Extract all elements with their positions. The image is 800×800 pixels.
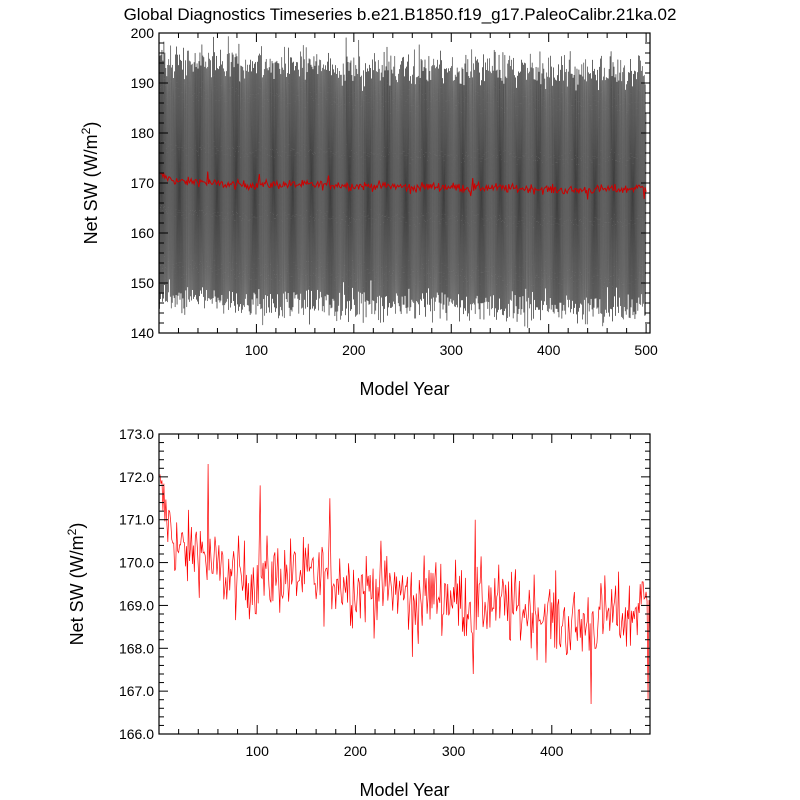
x-tick-label: 100: [245, 342, 269, 358]
y-tick-label: 170.0: [119, 555, 154, 571]
x-tick-label: 200: [342, 342, 366, 358]
y-tick-label: 190: [131, 75, 155, 91]
x-tick-label: 400: [537, 342, 561, 358]
series-annual-line: [159, 463, 650, 705]
y-tick-label: 168.0: [119, 640, 154, 656]
y-tick-label: 171.0: [119, 512, 154, 528]
y-tick-label: 160: [131, 225, 155, 241]
y-tick-label: 172.0: [119, 469, 154, 485]
panel-top: 100 200 300 400 500 140 150 160 170 180 190 200 Mode…: [79, 25, 658, 399]
x-tick-label: 300: [440, 342, 464, 358]
y-tick-label: 140: [131, 325, 155, 341]
y-axis-title: Net SW (W/m2): [79, 122, 101, 245]
y-tick-label: 200: [131, 25, 155, 41]
y-tick-label: 166.0: [119, 726, 154, 742]
y-tick-label: 150: [131, 275, 155, 291]
series-annual-mean-line: [159, 171, 647, 200]
plot-area-top: [159, 36, 647, 329]
y-tick-label: 170: [131, 175, 155, 191]
x-tick-label: 500: [634, 342, 658, 358]
plot-area-bottom: [159, 463, 650, 705]
x-axis-title: Model Year: [359, 780, 449, 800]
y-tick-label: 173.0: [119, 426, 154, 442]
y-axis-title-main: Net SW (W/m: [81, 134, 101, 244]
series-monthly-line: [159, 36, 647, 329]
y-axis-title-superscript: 2: [79, 127, 93, 134]
y-axis-title-close: ): [81, 122, 101, 128]
y-tick-label: 169.0: [119, 597, 154, 613]
y-tick-label: 180: [131, 125, 155, 141]
y-axis-title: Net SW (W/m2): [65, 523, 87, 646]
x-tick-label: 100: [246, 743, 270, 759]
x-tick-label: 400: [540, 743, 564, 759]
panel-bottom: 100 200 300 400 166.0 167.0 168.0 169.0 170.0 171…: [65, 426, 651, 800]
y-axis-title-superscript: 2: [65, 528, 79, 535]
y-tick-label: 167.0: [119, 683, 154, 699]
plot-frame-bottom: [158, 433, 651, 735]
y-axis-title-main: Net SW (W/m: [67, 535, 87, 645]
y-axis-title-close: ): [67, 523, 87, 529]
x-tick-label: 300: [442, 743, 466, 759]
x-tick-label: 200: [344, 743, 368, 759]
chart-title: Global Diagnostics Timeseries b.e21.B185…: [124, 5, 677, 24]
x-axis-title: Model Year: [359, 379, 449, 399]
